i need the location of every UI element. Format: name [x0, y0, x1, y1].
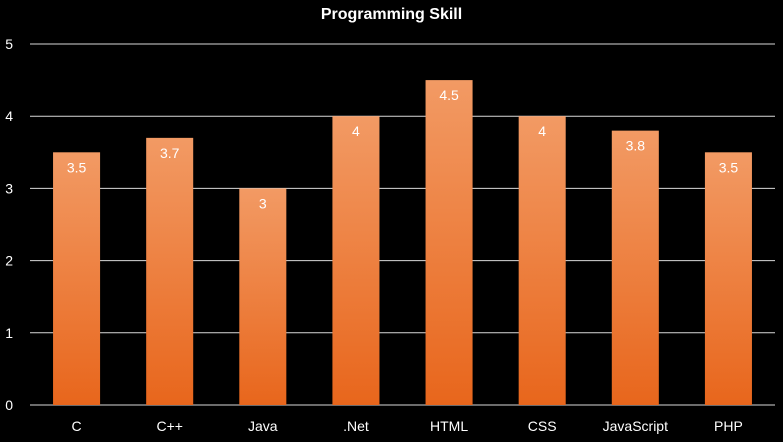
y-tick-label: 1 — [5, 325, 13, 341]
data-label: 3.5 — [67, 159, 87, 175]
data-label: 3.5 — [719, 159, 739, 175]
y-tick-label: 4 — [5, 108, 13, 124]
y-tick-label: 2 — [5, 253, 13, 269]
bar — [146, 137, 194, 406]
x-tick-label: C — [72, 418, 82, 434]
x-tick-label: .Net — [343, 418, 369, 434]
data-label: 3.7 — [160, 145, 180, 161]
y-tick-label: 3 — [5, 180, 13, 196]
x-tick-label: Java — [248, 418, 278, 434]
y-tick-label: 0 — [5, 397, 13, 413]
data-label: 4 — [538, 123, 546, 139]
x-tick-label: PHP — [714, 418, 743, 434]
x-tick-label: JavaScript — [603, 418, 668, 434]
data-label: 4 — [352, 123, 360, 139]
x-tick-label: CSS — [528, 418, 557, 434]
x-tick-label: HTML — [430, 418, 468, 434]
bar — [704, 152, 752, 405]
x-tick-label: C++ — [156, 418, 182, 434]
data-label: 4.5 — [439, 87, 459, 103]
bar — [425, 80, 473, 405]
y-tick-label: 5 — [5, 36, 13, 52]
bar — [611, 130, 659, 405]
bar — [332, 116, 380, 405]
bar — [239, 188, 287, 405]
bar — [518, 116, 566, 405]
chart-title: Programming Skill — [320, 6, 463, 23]
data-label: 3.8 — [626, 138, 646, 154]
data-label: 3 — [259, 195, 267, 211]
bar — [53, 152, 101, 405]
